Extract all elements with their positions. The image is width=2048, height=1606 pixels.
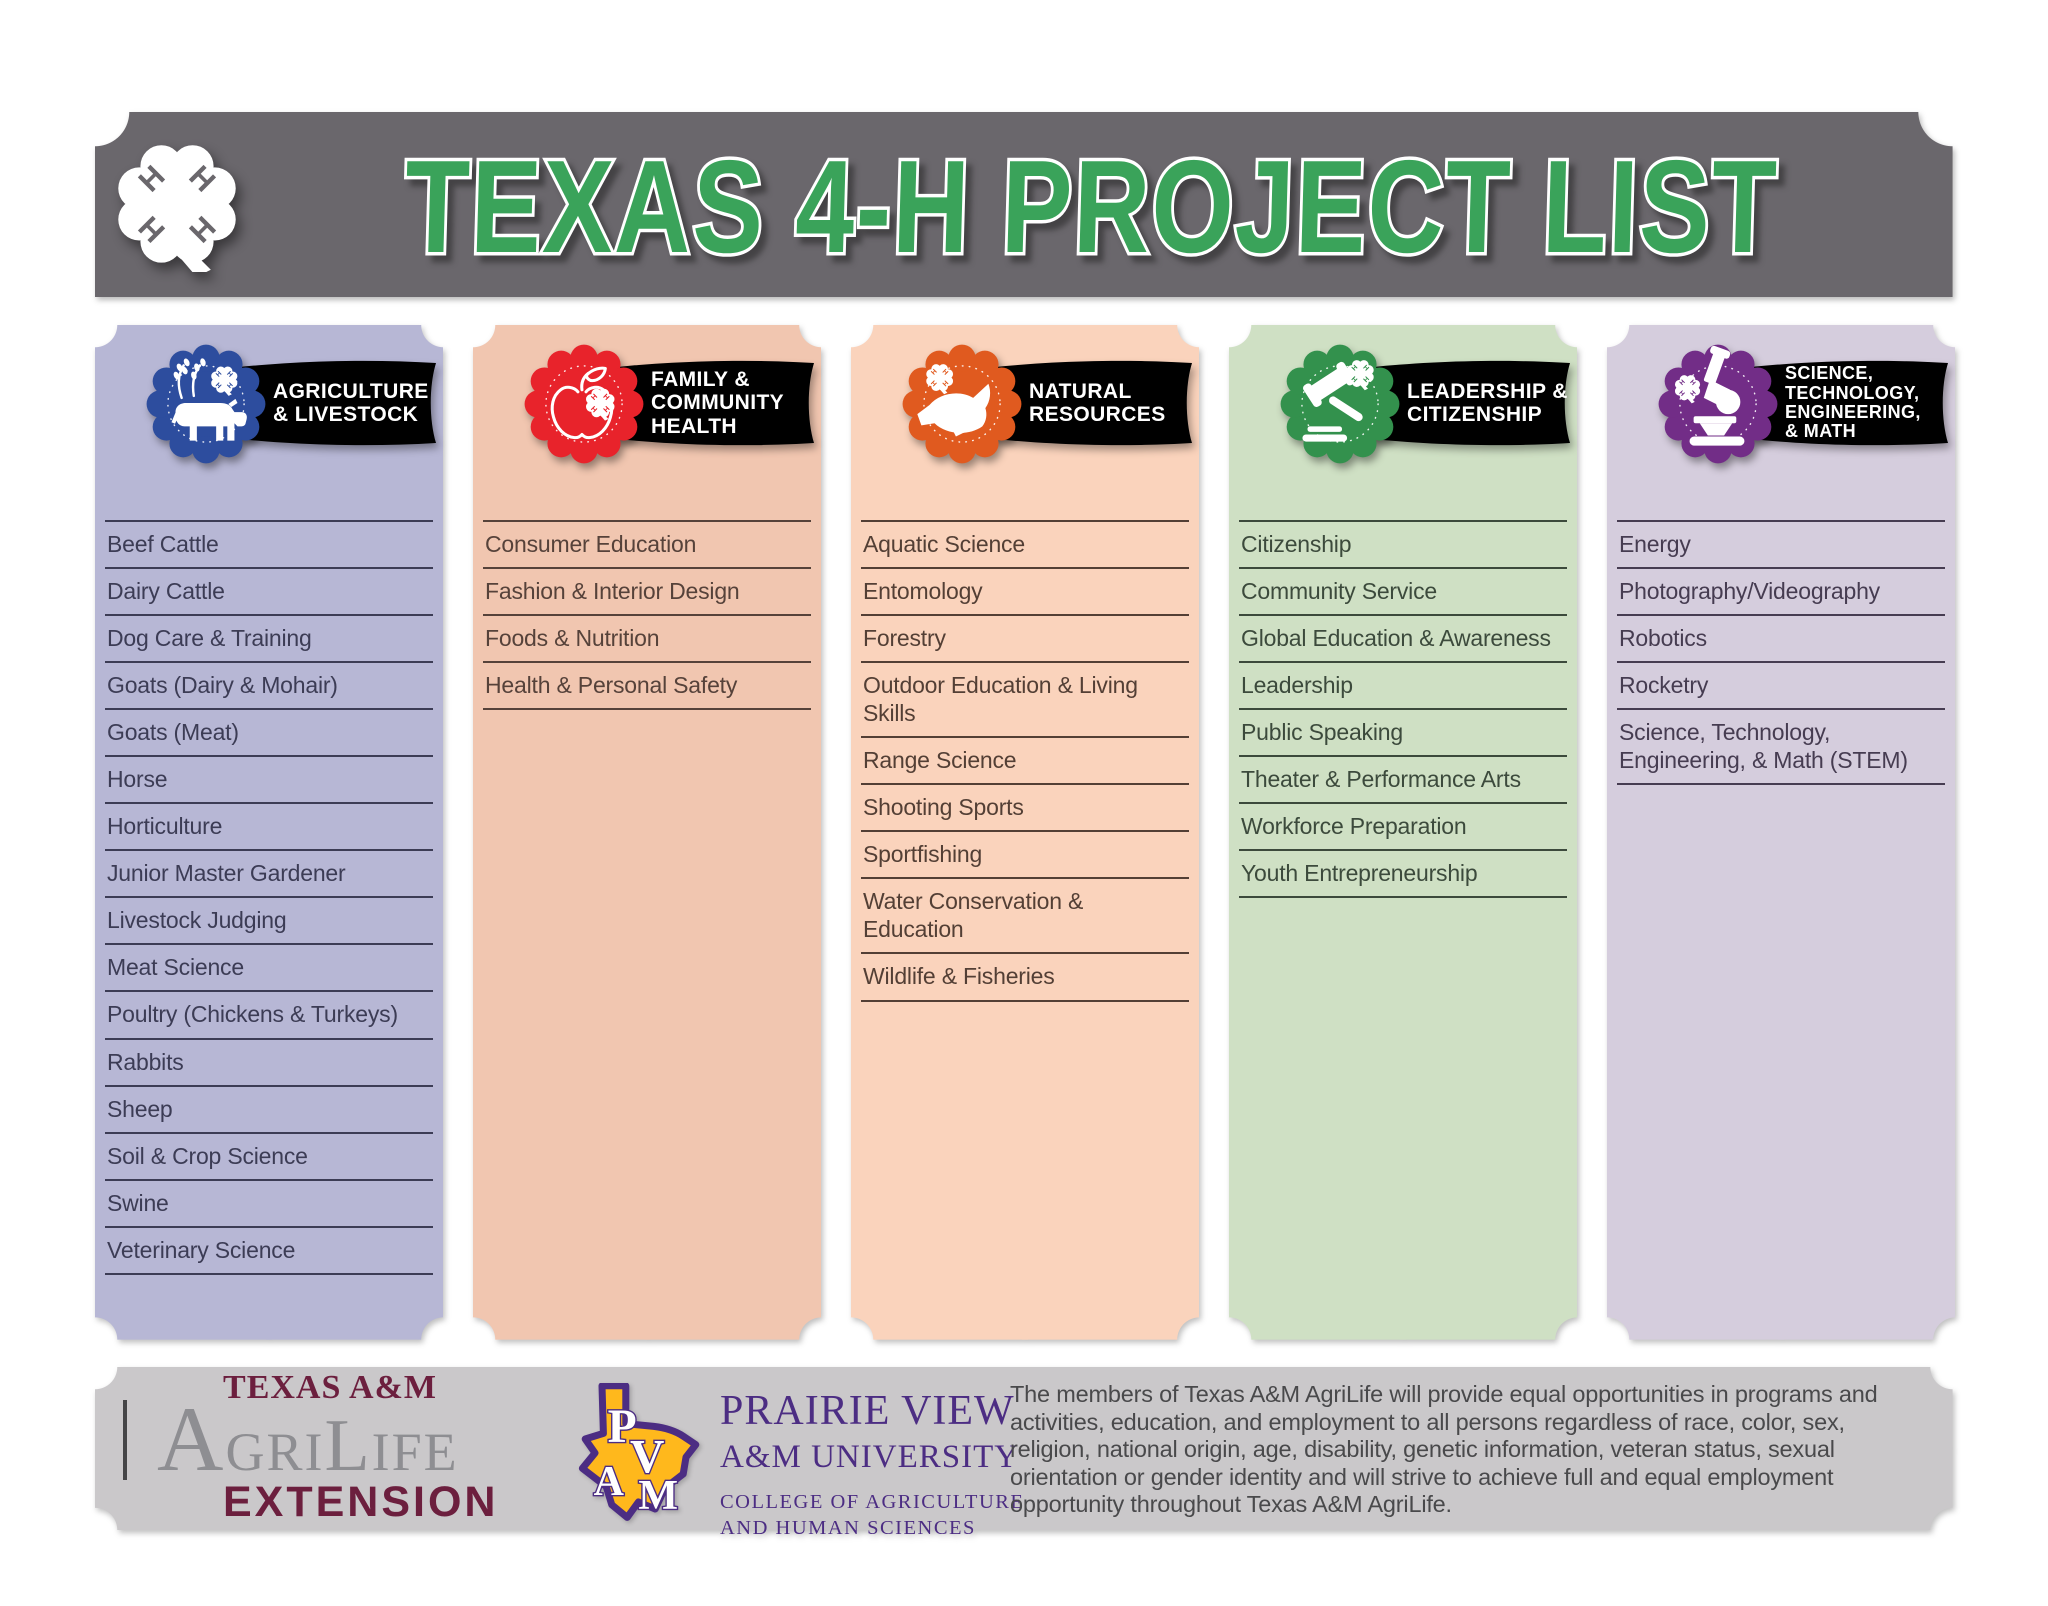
column-leadership-citizenship: LEADERSHIP & CITIZENSHIP [1229, 325, 1577, 1340]
project-item: Science, Technology, Engineering, & Math… [1617, 710, 1945, 786]
pvamu-university: A&M UNIVERSITY [720, 1439, 1020, 1475]
project-item: Meat Science [105, 945, 433, 993]
project-list: Citizenship Community Service Global Edu… [1239, 520, 1567, 899]
project-list: Beef Cattle Dairy Cattle Dog Care & Trai… [105, 520, 433, 1275]
project-item: Shooting Sports [861, 785, 1189, 833]
column-natural-resources: NATURAL RESOURCES Aquatic Science Entomo… [851, 325, 1199, 1340]
project-item: Fashion & Interior Design [483, 569, 811, 617]
project-item: Aquatic Science [861, 522, 1189, 570]
project-item: Poultry (Chickens & Turkeys) [105, 992, 433, 1040]
badge-label: AGRICULTURE & LIVESTOCK [273, 379, 429, 426]
header-banner: TEXAS 4-H PROJECT LIST [95, 112, 1953, 297]
steer-and-wheat-icon [171, 358, 247, 441]
project-item: Goats (Dairy & Mohair) [105, 663, 433, 711]
pvamu-monogram-letter: P [608, 1401, 637, 1453]
project-item: Horticulture [105, 804, 433, 852]
project-item: Sportfishing [861, 832, 1189, 880]
project-item: Wildlife & Fisheries [861, 954, 1189, 1002]
page-title: TEXAS 4-H PROJECT LIST [403, 134, 1780, 281]
agrilife-letters: IFE [371, 1422, 459, 1482]
pvamu-college-line1: COLLEGE OF AGRICULTURE [720, 1491, 1025, 1513]
project-item: Robotics [1617, 616, 1945, 664]
project-item: Junior Master Gardener [105, 851, 433, 899]
project-item: Outdoor Education & Living Skills [861, 663, 1189, 739]
project-item: Swine [105, 1181, 433, 1228]
badge-label: SCIENCE, TECHNOLOGY, ENGINEERING, & MATH [1785, 363, 1921, 442]
agrilife-extension-label: EXTENSION [223, 1478, 499, 1526]
project-list: Aquatic Science Entomology Forestry Outd… [861, 520, 1189, 1002]
column-stem: SCIENCE, TECHNOLOGY, ENGINEERING, & MATH [1607, 325, 1955, 1340]
agrilife-letter: A [157, 1388, 226, 1490]
project-item: Goats (Meat) [105, 710, 433, 758]
pvamu-wordmark: PRAIRIE VIEW A&M UNIVERSITY COLLEGE OF A… [720, 1387, 1024, 1540]
project-item: Leadership [1239, 663, 1567, 711]
pvamu-monogram-letter: V [630, 1432, 664, 1484]
project-item: Youth Entrepreneurship [1239, 851, 1567, 899]
microscope-icon [1673, 345, 1745, 446]
gavel-icon [1302, 358, 1376, 442]
project-item: Energy [1617, 522, 1945, 570]
project-item: Beef Cattle [105, 522, 433, 570]
project-list: Energy Photography/Videography Robotics … [1617, 520, 1945, 786]
project-item: Rabbits [105, 1040, 433, 1087]
pvamu-monogram-letter: A [594, 1459, 625, 1505]
badge-label: NATURAL RESOURCES [1029, 379, 1166, 426]
apple-icon [550, 366, 616, 440]
agrilife-divider [123, 1400, 127, 1480]
project-item: Foods & Nutrition [483, 616, 811, 664]
project-item: Photography/Videography [1617, 569, 1945, 617]
project-item: Soil & Crop Science [105, 1134, 433, 1181]
project-item: Water Conservation & Education [861, 879, 1189, 955]
agrilife-wordmark: AGRILIFE [157, 1393, 459, 1489]
badge-rosette [146, 344, 266, 464]
agrilife-wordmark-top: TEXAS A&M [223, 1369, 437, 1406]
fish-icon [917, 362, 991, 437]
badge-rosette [1280, 344, 1400, 464]
project-item: Public Speaking [1239, 710, 1567, 758]
pvamu-monogram-letter: M [638, 1473, 678, 1519]
badge-rosette [524, 344, 644, 464]
project-item: Workforce Preparation [1239, 804, 1567, 852]
badge-label: FAMILY & COMMUNITY HEALTH [651, 368, 785, 438]
project-item: Citizenship [1239, 522, 1567, 570]
project-item: Theater & Performance Arts [1239, 757, 1567, 805]
pvamu-texas-logo: P V A M [578, 1383, 700, 1521]
badge-label: LEADERSHIP & CITIZENSHIP [1407, 379, 1568, 426]
project-item: Entomology [861, 569, 1189, 617]
title-banner: TEXAS 4-H PROJECT LIST [400, 131, 1783, 284]
project-item: Dog Care & Training [105, 616, 433, 664]
project-item: Community Service [1239, 569, 1567, 617]
agrilife-letter: L [324, 1405, 372, 1487]
badge-rosette [902, 344, 1022, 464]
project-item: Rocketry [1617, 663, 1945, 711]
project-item: Health & Personal Safety [483, 663, 811, 711]
project-item: Veterinary Science [105, 1228, 433, 1275]
equal-opportunity-statement: The members of Texas A&M AgriLife will p… [1010, 1381, 1878, 1517]
project-list: Consumer Education Fashion & Interior De… [483, 520, 811, 711]
project-item: Dairy Cattle [105, 569, 433, 617]
pvamu-college-line2: AND HUMAN SCIENCES [720, 1517, 976, 1539]
project-item: Consumer Education [483, 522, 811, 570]
project-item: Sheep [105, 1087, 433, 1134]
project-item: Livestock Judging [105, 898, 433, 946]
project-item: Global Education & Awareness [1239, 616, 1567, 664]
project-item: Horse [105, 757, 433, 805]
project-item: Range Science [861, 738, 1189, 786]
badge-rosette [1658, 344, 1778, 464]
project-item: Forestry [861, 616, 1189, 664]
agrilife-letters: GRI [225, 1422, 325, 1482]
column-agriculture-livestock: AGRICULTURE & LIVESTOCK [95, 325, 443, 1340]
pvamu-name: PRAIRIE VIEW [720, 1388, 1015, 1434]
column-family-community-health: FAMILY & COMMUNITY HEALTH Consumer Educ [473, 325, 821, 1340]
footer-bar: TEXAS A&M AGRILIFE EXTENSION P V A M PRA… [95, 1367, 1953, 1539]
